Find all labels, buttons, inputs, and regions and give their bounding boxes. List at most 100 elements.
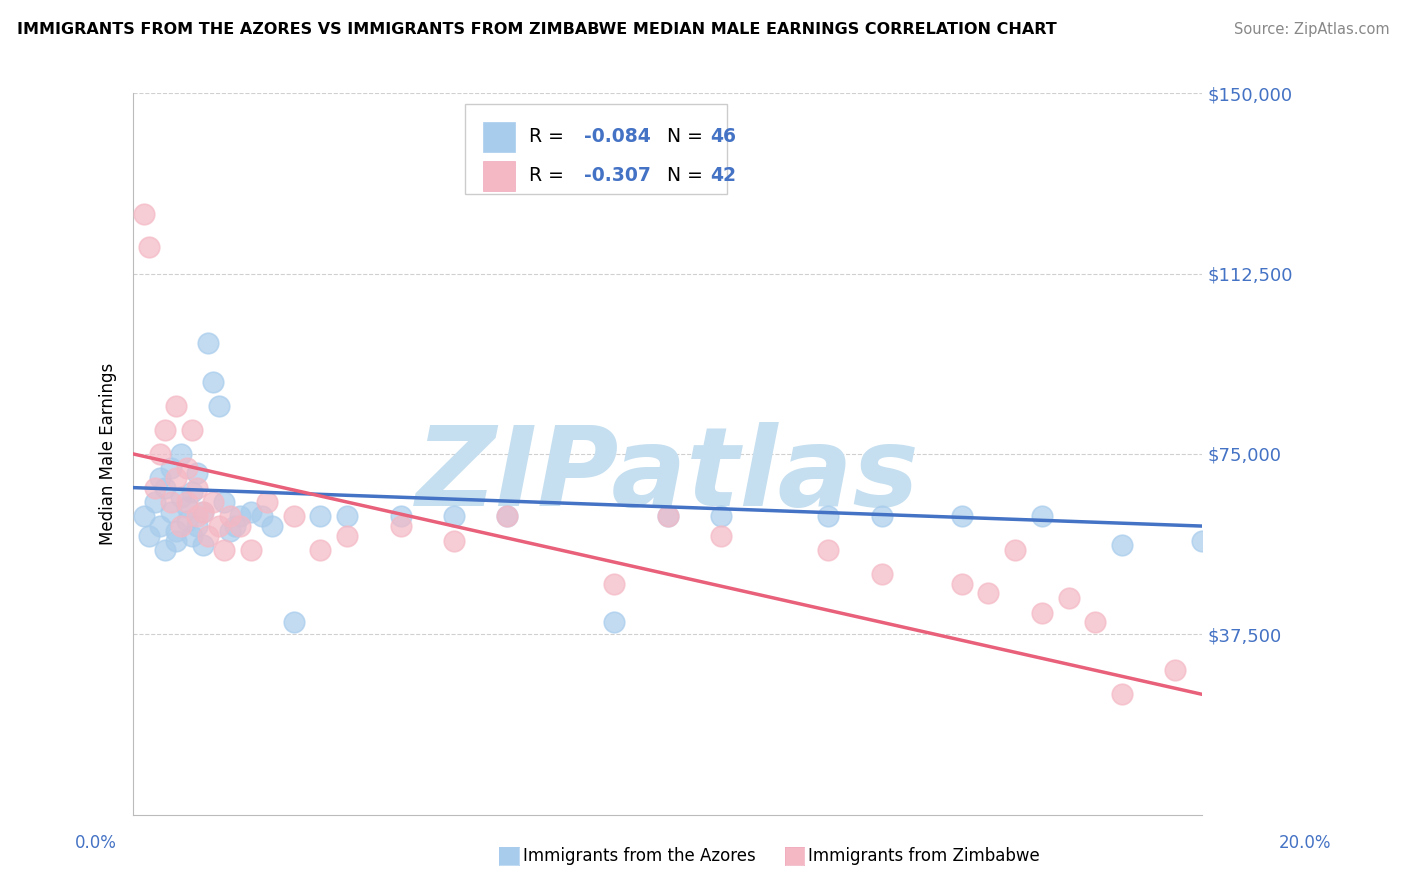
Point [229, 519, 252, 533]
Point [197, 336, 219, 351]
Point [176, 514, 198, 528]
Text: 46: 46 [710, 128, 737, 146]
Point [336, 509, 359, 524]
Point [283, 615, 305, 630]
Point [138, 529, 160, 543]
Text: N =: N = [655, 128, 709, 146]
Point [176, 495, 198, 509]
Point [159, 461, 181, 475]
Point [309, 543, 332, 558]
Point [181, 529, 204, 543]
Point [603, 576, 626, 591]
Point [149, 519, 172, 533]
Text: N =: N = [655, 166, 709, 186]
Point [149, 447, 172, 461]
Point [1057, 591, 1080, 606]
Point [218, 509, 240, 524]
Point [191, 505, 214, 519]
Point [212, 543, 235, 558]
Point [496, 509, 519, 524]
Text: Source: ZipAtlas.com: Source: ZipAtlas.com [1233, 22, 1389, 37]
Point [202, 375, 225, 389]
Point [283, 509, 305, 524]
Text: 42: 42 [710, 166, 737, 186]
Point [239, 505, 262, 519]
Point [443, 509, 465, 524]
Point [176, 500, 198, 514]
Point [143, 495, 166, 509]
Point [155, 481, 177, 495]
Point [212, 495, 235, 509]
Point [309, 509, 332, 524]
Point [1111, 687, 1133, 701]
Point [176, 461, 198, 475]
Point [239, 543, 262, 558]
Point [817, 543, 839, 558]
Point [186, 481, 208, 495]
Point [149, 471, 172, 485]
Text: 20.0%: 20.0% [1278, 834, 1331, 852]
Point [170, 519, 193, 533]
Point [603, 615, 626, 630]
Point [817, 509, 839, 524]
Point [197, 529, 219, 543]
Point [389, 519, 412, 533]
Point [155, 543, 177, 558]
Point [208, 519, 231, 533]
Point [186, 509, 208, 524]
Point [443, 533, 465, 548]
Point [1191, 533, 1213, 548]
Point [159, 505, 181, 519]
Point [496, 509, 519, 524]
Point [143, 481, 166, 495]
Point [229, 509, 252, 524]
Text: R =: R = [529, 128, 569, 146]
Text: IMMIGRANTS FROM THE AZORES VS IMMIGRANTS FROM ZIMBABWE MEDIAN MALE EARNINGS CORR: IMMIGRANTS FROM THE AZORES VS IMMIGRANTS… [17, 22, 1057, 37]
Point [657, 509, 679, 524]
Point [950, 576, 973, 591]
Point [132, 206, 155, 220]
Point [132, 509, 155, 524]
Point [165, 399, 187, 413]
Point [1004, 543, 1026, 558]
Point [202, 495, 225, 509]
Text: ZIPatlas: ZIPatlas [416, 422, 920, 529]
Point [1084, 615, 1107, 630]
Point [191, 538, 214, 552]
Point [1111, 538, 1133, 552]
Point [159, 495, 181, 509]
FancyBboxPatch shape [482, 161, 515, 191]
Text: Immigrants from the Azores: Immigrants from the Azores [523, 847, 756, 865]
Point [165, 471, 187, 485]
Point [170, 490, 193, 504]
Point [181, 485, 204, 500]
Point [250, 509, 273, 524]
Point [262, 519, 284, 533]
Point [181, 423, 204, 437]
Text: -0.307: -0.307 [585, 166, 651, 186]
Point [1031, 606, 1053, 620]
Point [138, 240, 160, 254]
Point [186, 466, 208, 480]
Point [256, 495, 278, 509]
Point [389, 509, 412, 524]
Point [710, 509, 733, 524]
Point [165, 533, 187, 548]
Point [870, 509, 893, 524]
Point [870, 567, 893, 582]
Point [710, 529, 733, 543]
Point [224, 519, 246, 533]
Point [191, 505, 214, 519]
FancyBboxPatch shape [482, 121, 515, 152]
Point [1164, 663, 1187, 677]
Point [977, 586, 1000, 600]
Text: Immigrants from Zimbabwe: Immigrants from Zimbabwe [808, 847, 1040, 865]
Text: -0.084: -0.084 [585, 128, 651, 146]
Point [336, 529, 359, 543]
Point [218, 524, 240, 538]
Text: 0.0%: 0.0% [75, 834, 117, 852]
Text: R =: R = [529, 166, 569, 186]
Point [155, 423, 177, 437]
Point [186, 519, 208, 533]
Point [950, 509, 973, 524]
